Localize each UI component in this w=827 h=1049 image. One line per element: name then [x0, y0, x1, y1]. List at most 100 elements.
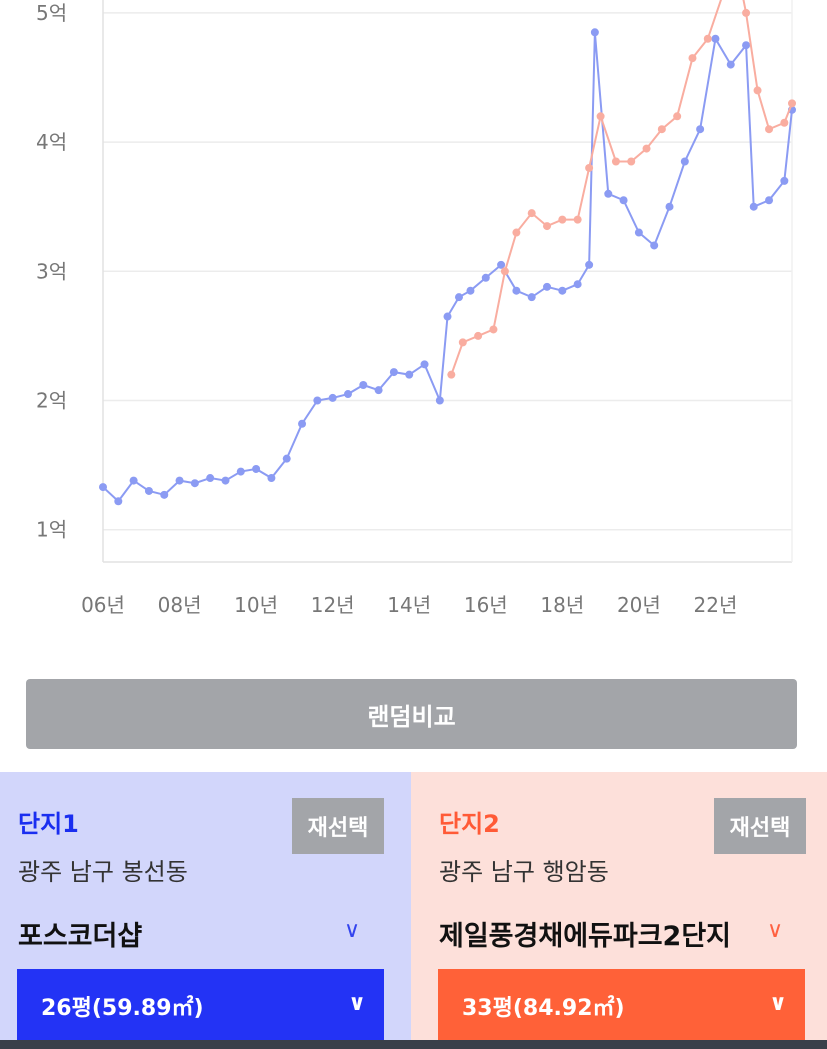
y-tick-label: 1억: [36, 518, 67, 542]
series-2-point: [780, 118, 789, 127]
series-2-point: [512, 228, 521, 237]
series-1-point: [590, 28, 599, 37]
series-1-point: [282, 454, 291, 463]
series-1-point: [765, 196, 774, 205]
series-2-point: [657, 125, 666, 134]
series-2-point: [753, 86, 762, 95]
series-1-point: [298, 419, 307, 428]
series-1-point: [313, 396, 322, 405]
series-2-point: [627, 157, 636, 166]
series-2-point: [585, 163, 594, 172]
grid-lines: [103, 12, 792, 531]
series-2-point: [558, 215, 567, 224]
x-tick-label: 20년: [617, 593, 661, 617]
series-1-point: [221, 476, 230, 485]
complex2-size-chevron-icon: ∨: [769, 991, 787, 1016]
x-tick-label: 22년: [694, 593, 738, 617]
complex2-label: 단지2: [439, 810, 500, 838]
complex1-size-value: 26평(59.89㎡): [41, 996, 204, 1021]
series-1-point: [144, 486, 153, 495]
series-1-point: [206, 474, 215, 483]
series-1-point: [374, 386, 383, 395]
complex2-size-select[interactable]: 33평(84.92㎡) ∨: [438, 969, 805, 1043]
series-1-point: [634, 228, 643, 237]
complex1-panel: 단지1 재선택 광주 남구 봉선동 포스코더샵 ∨ 26평(59.89㎡) ∨: [0, 772, 411, 1049]
series-1-point: [359, 381, 368, 390]
series-1-point: [405, 370, 414, 379]
series-1-point: [443, 312, 452, 321]
series-1-point: [454, 293, 463, 302]
price-comparison-chart: 1억 2억 3억 4억 5억 06년 08년 10년 12년 14년 16년 18년 20년 22년: [36, 0, 796, 617]
series-1-point: [160, 490, 169, 499]
y-tick-label: 3억: [36, 259, 67, 283]
series-2-point: [458, 338, 467, 347]
x-tick-label: 16년: [464, 593, 508, 617]
series-2-point: [673, 112, 682, 121]
complex1-size-chevron-icon: ∨: [348, 991, 366, 1016]
series-2-point: [611, 157, 620, 166]
x-tick-label: 06년: [81, 593, 125, 617]
series-1-point: [696, 125, 705, 134]
complex1-label: 단지1: [18, 810, 79, 838]
series-1-point: [190, 479, 199, 488]
series-1-point: [650, 241, 659, 250]
series-2-point: [788, 99, 796, 108]
complex1-apartment-name[interactable]: 포스코더샵: [18, 921, 143, 952]
series-2-point: [642, 144, 651, 153]
series-1-point: [585, 260, 594, 269]
series-2-point: [573, 215, 582, 224]
complex1-reselect-button[interactable]: 재선택: [292, 798, 384, 854]
complex2-apartment-chevron-icon[interactable]: ∨: [767, 918, 784, 943]
series-1-point: [543, 282, 552, 291]
series-1-point: [604, 189, 613, 198]
series-1-point: [665, 202, 674, 211]
bottom-divider: [0, 1040, 827, 1049]
series-2-point: [527, 209, 536, 218]
complex1-apartment-chevron-icon[interactable]: ∨: [344, 918, 361, 943]
series-1-point: [252, 464, 261, 473]
series-line-2: [450, 0, 793, 376]
series-2-point: [474, 331, 483, 340]
complex1-address: 광주 남구 봉선동: [18, 858, 188, 886]
series-1-point: [129, 476, 138, 485]
series-1-point: [680, 157, 689, 166]
series-2-point: [703, 34, 712, 43]
x-tick-label: 10년: [234, 593, 278, 617]
series-2-point: [596, 112, 605, 121]
series-1-point: [466, 286, 475, 295]
x-tick-label: 14년: [387, 593, 431, 617]
series-1-point: [780, 176, 789, 185]
series-2-point: [489, 325, 498, 334]
y-tick-label: 2억: [36, 389, 67, 413]
series-2-point: [765, 125, 774, 134]
series-1-point: [389, 368, 398, 377]
series-1-point: [236, 467, 245, 476]
x-tick-label: 12년: [311, 593, 355, 617]
random-compare-button[interactable]: 랜덤비교: [26, 679, 797, 749]
complex2-apartment-name[interactable]: 제일풍경채에듀파크2단지: [439, 921, 732, 952]
complex2-reselect-button[interactable]: 재선택: [714, 798, 806, 854]
series-1-point: [267, 474, 276, 483]
series-1-point: [420, 360, 429, 369]
series-2-point: [447, 370, 456, 379]
series-2-point: [543, 222, 552, 231]
y-tick-label: 5억: [36, 1, 67, 25]
series-1-point: [726, 60, 735, 69]
series-1-point: [175, 476, 184, 485]
series-1-point: [558, 286, 567, 295]
series-1-point: [573, 280, 582, 289]
series-2-point: [742, 8, 751, 17]
x-tick-label: 18년: [540, 593, 584, 617]
series-1-point: [527, 293, 536, 302]
series-1-point: [481, 273, 490, 282]
series-1-point: [435, 396, 444, 405]
series-1-point: [512, 286, 521, 295]
complex1-size-select[interactable]: 26평(59.89㎡) ∨: [17, 969, 384, 1043]
series-1-point: [749, 202, 758, 211]
y-tick-label: 4억: [36, 130, 67, 154]
complex2-panel: 단지2 재선택 광주 남구 행암동 제일풍경채에듀파크2단지 ∨ 33평(84.…: [411, 772, 827, 1049]
complex2-address: 광주 남구 행암동: [439, 858, 609, 886]
series-1-point: [328, 393, 337, 402]
series-1-point: [343, 390, 352, 399]
series-line-1: [102, 32, 793, 503]
